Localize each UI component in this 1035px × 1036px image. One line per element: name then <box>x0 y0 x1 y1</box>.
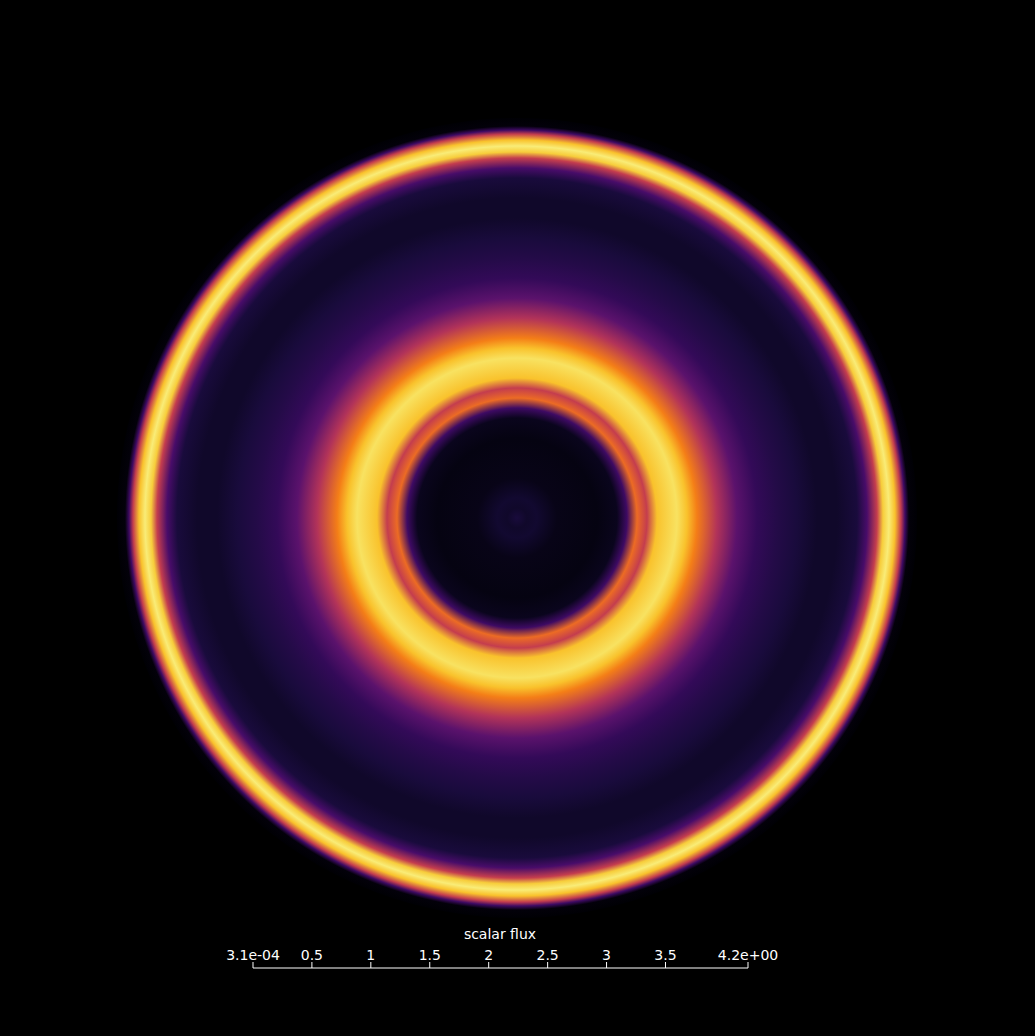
svg-text:1.5: 1.5 <box>419 947 441 963</box>
svg-text:3.1e-04: 3.1e-04 <box>226 947 280 963</box>
html-text:scalar flux: scalar flux <box>463 926 537 942</box>
svg-text:3: 3 <box>602 947 611 963</box>
svg-text:1: 1 <box>366 947 375 963</box>
svg-text:2.5: 2.5 <box>536 947 558 963</box>
svg-text:4.2e+00: 4.2e+00 <box>718 947 778 963</box>
svg-text:0.5: 0.5 <box>301 947 323 963</box>
svg-text:3.5: 3.5 <box>654 947 676 963</box>
svg-text:2: 2 <box>484 947 493 963</box>
